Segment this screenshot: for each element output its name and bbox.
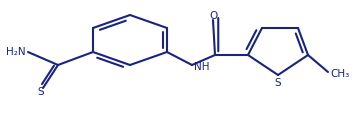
Text: S: S	[38, 87, 44, 97]
Text: O: O	[209, 11, 217, 21]
Text: NH: NH	[194, 62, 210, 72]
Text: CH₃: CH₃	[330, 69, 349, 79]
Text: S: S	[275, 78, 281, 88]
Text: H₂N: H₂N	[6, 47, 26, 57]
